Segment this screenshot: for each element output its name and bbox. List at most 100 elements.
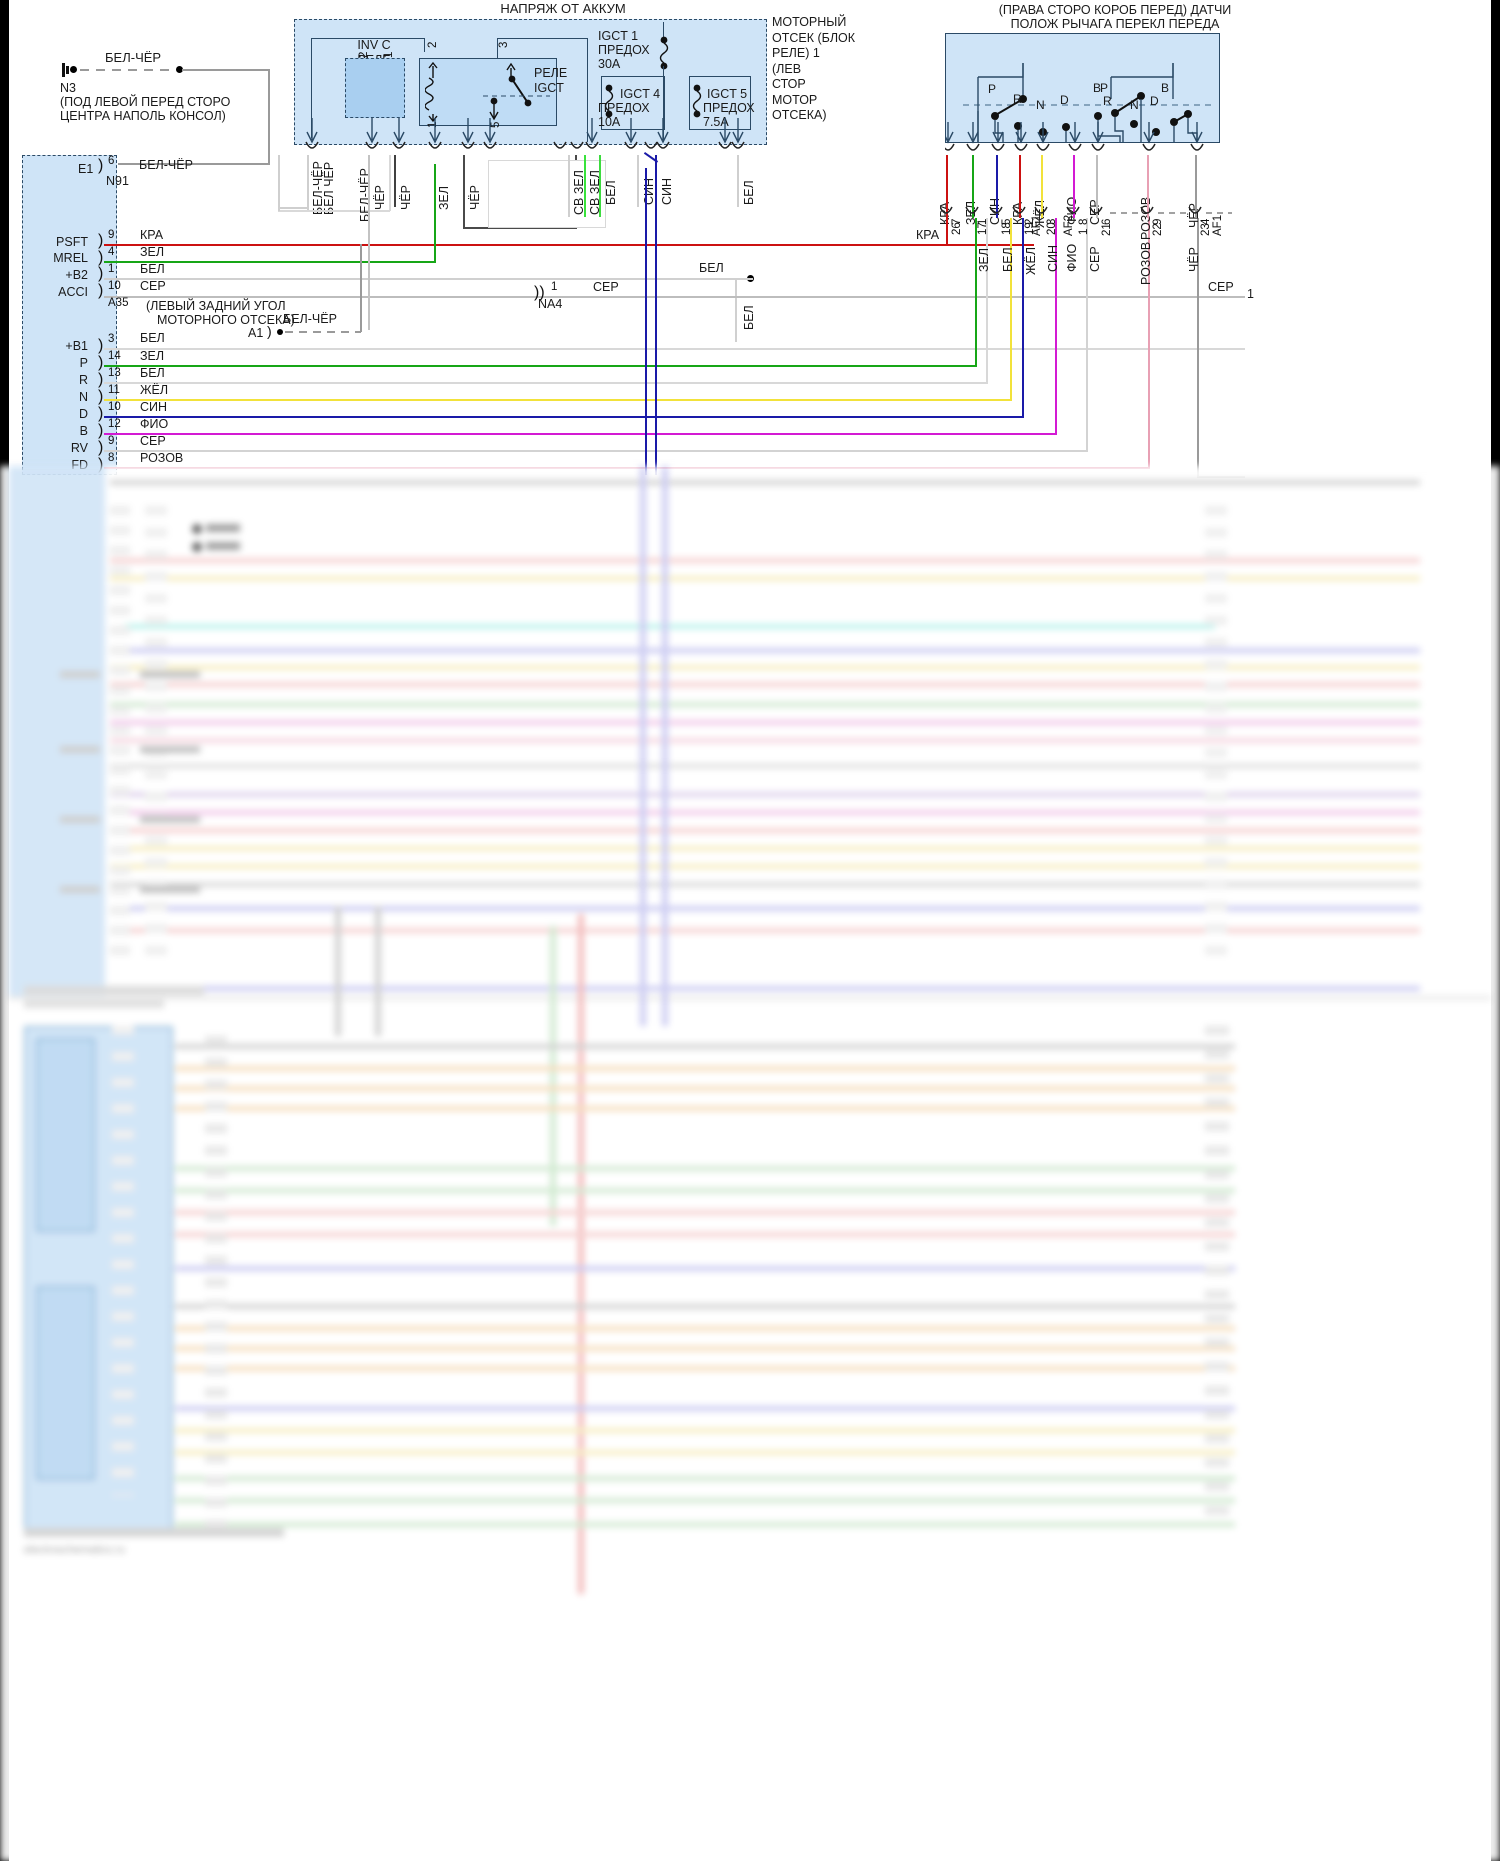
ecu-connector-icon-fd: ) [98, 456, 104, 473]
engine-room-block-label: МОТОРНЫЙ ОТСЕК (БЛОК РЕЛЕ) 1 (ЛЕВ СТОР М… [772, 15, 856, 122]
ecu-pin-number-rv: 9 [108, 435, 115, 447]
ecu-wire-color-b1: БЕЛ [140, 331, 165, 345]
shift-pos-right-d: D [1150, 94, 1159, 108]
relay-pin-2a: 2 [358, 51, 370, 58]
relay-pin-1a: 1 [383, 51, 395, 58]
ecu-connector-icon-psft: ) [98, 232, 104, 249]
ground-symbol-icon [62, 63, 65, 77]
far-right-wire-color: СЕР [1208, 280, 1234, 294]
diagram-blurred-region: electroschematics.ru [0, 466, 1500, 1861]
ground-dashed-wire [80, 69, 175, 71]
fuse-5-name: IGCT 5 [707, 87, 748, 101]
shift-pos-left-n: N [1036, 98, 1045, 112]
ground-wire-h [182, 69, 270, 71]
ecu-e1-pin-number: 6 [108, 155, 115, 167]
wire-r-white [104, 382, 988, 384]
ecu-wire-color-rv: СЕР [140, 434, 166, 448]
fuse-1-name: IGCT 1 [598, 29, 639, 43]
far-right-pin: 1 [1247, 287, 1254, 301]
wire-b-magenta [104, 433, 1057, 436]
shift-lower-color-20: СИН [1046, 244, 1060, 272]
relay-out-wire-bel3 [737, 155, 739, 207]
wire-d-blue [104, 416, 1024, 419]
wire-d-blue-v [1022, 218, 1025, 418]
ecu-pin-label-acci: ACCI [58, 285, 88, 299]
relay-out-wire-bel2 [599, 155, 602, 217]
relay-feed-line-2 [311, 38, 425, 40]
relay-out-label-bel3: БЕЛ [742, 180, 756, 205]
na4-connector-code: NA4 [538, 297, 563, 311]
fuse-4-name: IGCT 4 [620, 87, 661, 101]
mid-wire-label-bel-2: БЕЛ [742, 305, 756, 330]
shift-lower-pin-af1b: AF1 [1212, 214, 1224, 236]
ecu-pin-label-psft: PSFT [56, 235, 88, 249]
wire-r-white-v [986, 218, 988, 384]
relay-out-wire-svzel1 [568, 155, 571, 217]
a1-dashed-wire [285, 331, 361, 333]
shift-wire-5 [1073, 155, 1076, 218]
shift-lower-pin-22: 22 [1152, 223, 1164, 236]
relay-out-wire-sin3 [645, 168, 648, 475]
ecu-connector-icon-r: ) [98, 371, 104, 388]
fuse-4-word: ПРЕДОХ [598, 101, 650, 115]
fuse-4-rating: 10A [598, 115, 621, 129]
shift-lower-pin-af1: AF1 [1031, 214, 1043, 236]
wire-b2-white [104, 278, 735, 280]
ecu-pin-label-b2: +B2 [65, 268, 88, 282]
relay-out-wire-1v2 [389, 155, 391, 211]
shift-wire-0 [946, 155, 949, 245]
shift-lower-color-22: РОЗОВ [1139, 241, 1153, 285]
wire-n-yellow [104, 399, 1012, 402]
ecu-connector-icon-d: ) [98, 405, 104, 422]
fuse-1-rating: 30A [598, 57, 621, 71]
wire-b-magenta-v [1055, 218, 1058, 435]
fuse1-out [663, 66, 665, 142]
ecu-pin-number-b2: 1 [108, 263, 115, 275]
wire-b2-white-down [735, 278, 737, 342]
shift-wire-2 [996, 155, 999, 218]
ecu-pin-label-n: N [78, 390, 88, 404]
ecu-pin-number-psft: 9 [108, 229, 115, 241]
ecu-pin-number-n: 11 [108, 384, 120, 396]
a35-location-line1: (ЛЕВЫЙ ЗАДНИЙ УГОЛ [146, 299, 286, 313]
wire-p-green [104, 365, 977, 368]
wire-rv-grey [104, 450, 1088, 452]
ecu-pin-number-r: 13 [108, 367, 121, 379]
fuse-5-word: ПРЕДОХ [703, 101, 755, 115]
shift-lower-color-17: ЗЕЛ [977, 247, 991, 272]
relay-out-wire-sin1 [637, 155, 639, 207]
relay-out-label-sin2: СИН [660, 177, 674, 205]
ecu-pin-label-p: P [79, 356, 88, 370]
relay-contact-icon [483, 62, 550, 121]
wire-p-green-v [975, 218, 978, 367]
a1-wire-v [360, 244, 362, 332]
relay-out-wire-sin2 [655, 155, 658, 475]
igct-contact-feed-h [497, 38, 588, 40]
fuse-5-frame [689, 76, 751, 130]
relay-out-wire-svzel2 [584, 155, 587, 217]
ecu-pin-number-mrel: 4 [108, 246, 115, 258]
fuse-1-icon [659, 36, 669, 70]
shift-lower-color-19: ЖЁЛ [1024, 246, 1038, 275]
shift-lower-pin-26: 26 [951, 222, 963, 235]
mid-wire-label-bel-1: БЕЛ [699, 261, 724, 275]
relay-out-label-zel: ЗЕЛ [437, 185, 451, 210]
shift-lower-pin-20: 20 [1046, 222, 1058, 235]
shift-lower-color-23: ЧЁР [1187, 246, 1201, 272]
diagram-sharp-region: БЕЛ-ЧЁР N3 (ПОД ЛЕВОЙ ПЕРЕД СТОРО ЦЕНТРА… [0, 0, 1500, 478]
ecu-wire-color-d: СИН [140, 400, 168, 414]
shift-wire-1 [972, 155, 975, 218]
shift-pos-left-d: D [1060, 93, 1069, 107]
relay-out-wire-bel-dark [463, 155, 466, 228]
relay-out-label-bel2: БЕЛ [604, 180, 618, 205]
wire-cher-grey-v [1197, 218, 1199, 478]
ecu-connector-e1-icon: ) [98, 157, 104, 174]
ecu-wire-color-b: ФИО [140, 417, 169, 431]
shift-lower-pin-af2: AF2 [1063, 214, 1075, 236]
fuse-1-word: ПРЕДОХ [598, 43, 650, 57]
na4-wire-color: СЕР [593, 280, 619, 294]
watermark-text: electroschematics.ru [24, 1544, 125, 1556]
ground-symbol-icon-2 [66, 66, 69, 74]
wire-fd-pink-v [1148, 218, 1151, 469]
ground-location-line1: (ПОД ЛЕВОЙ ПЕРЕД СТОРО [60, 95, 231, 109]
